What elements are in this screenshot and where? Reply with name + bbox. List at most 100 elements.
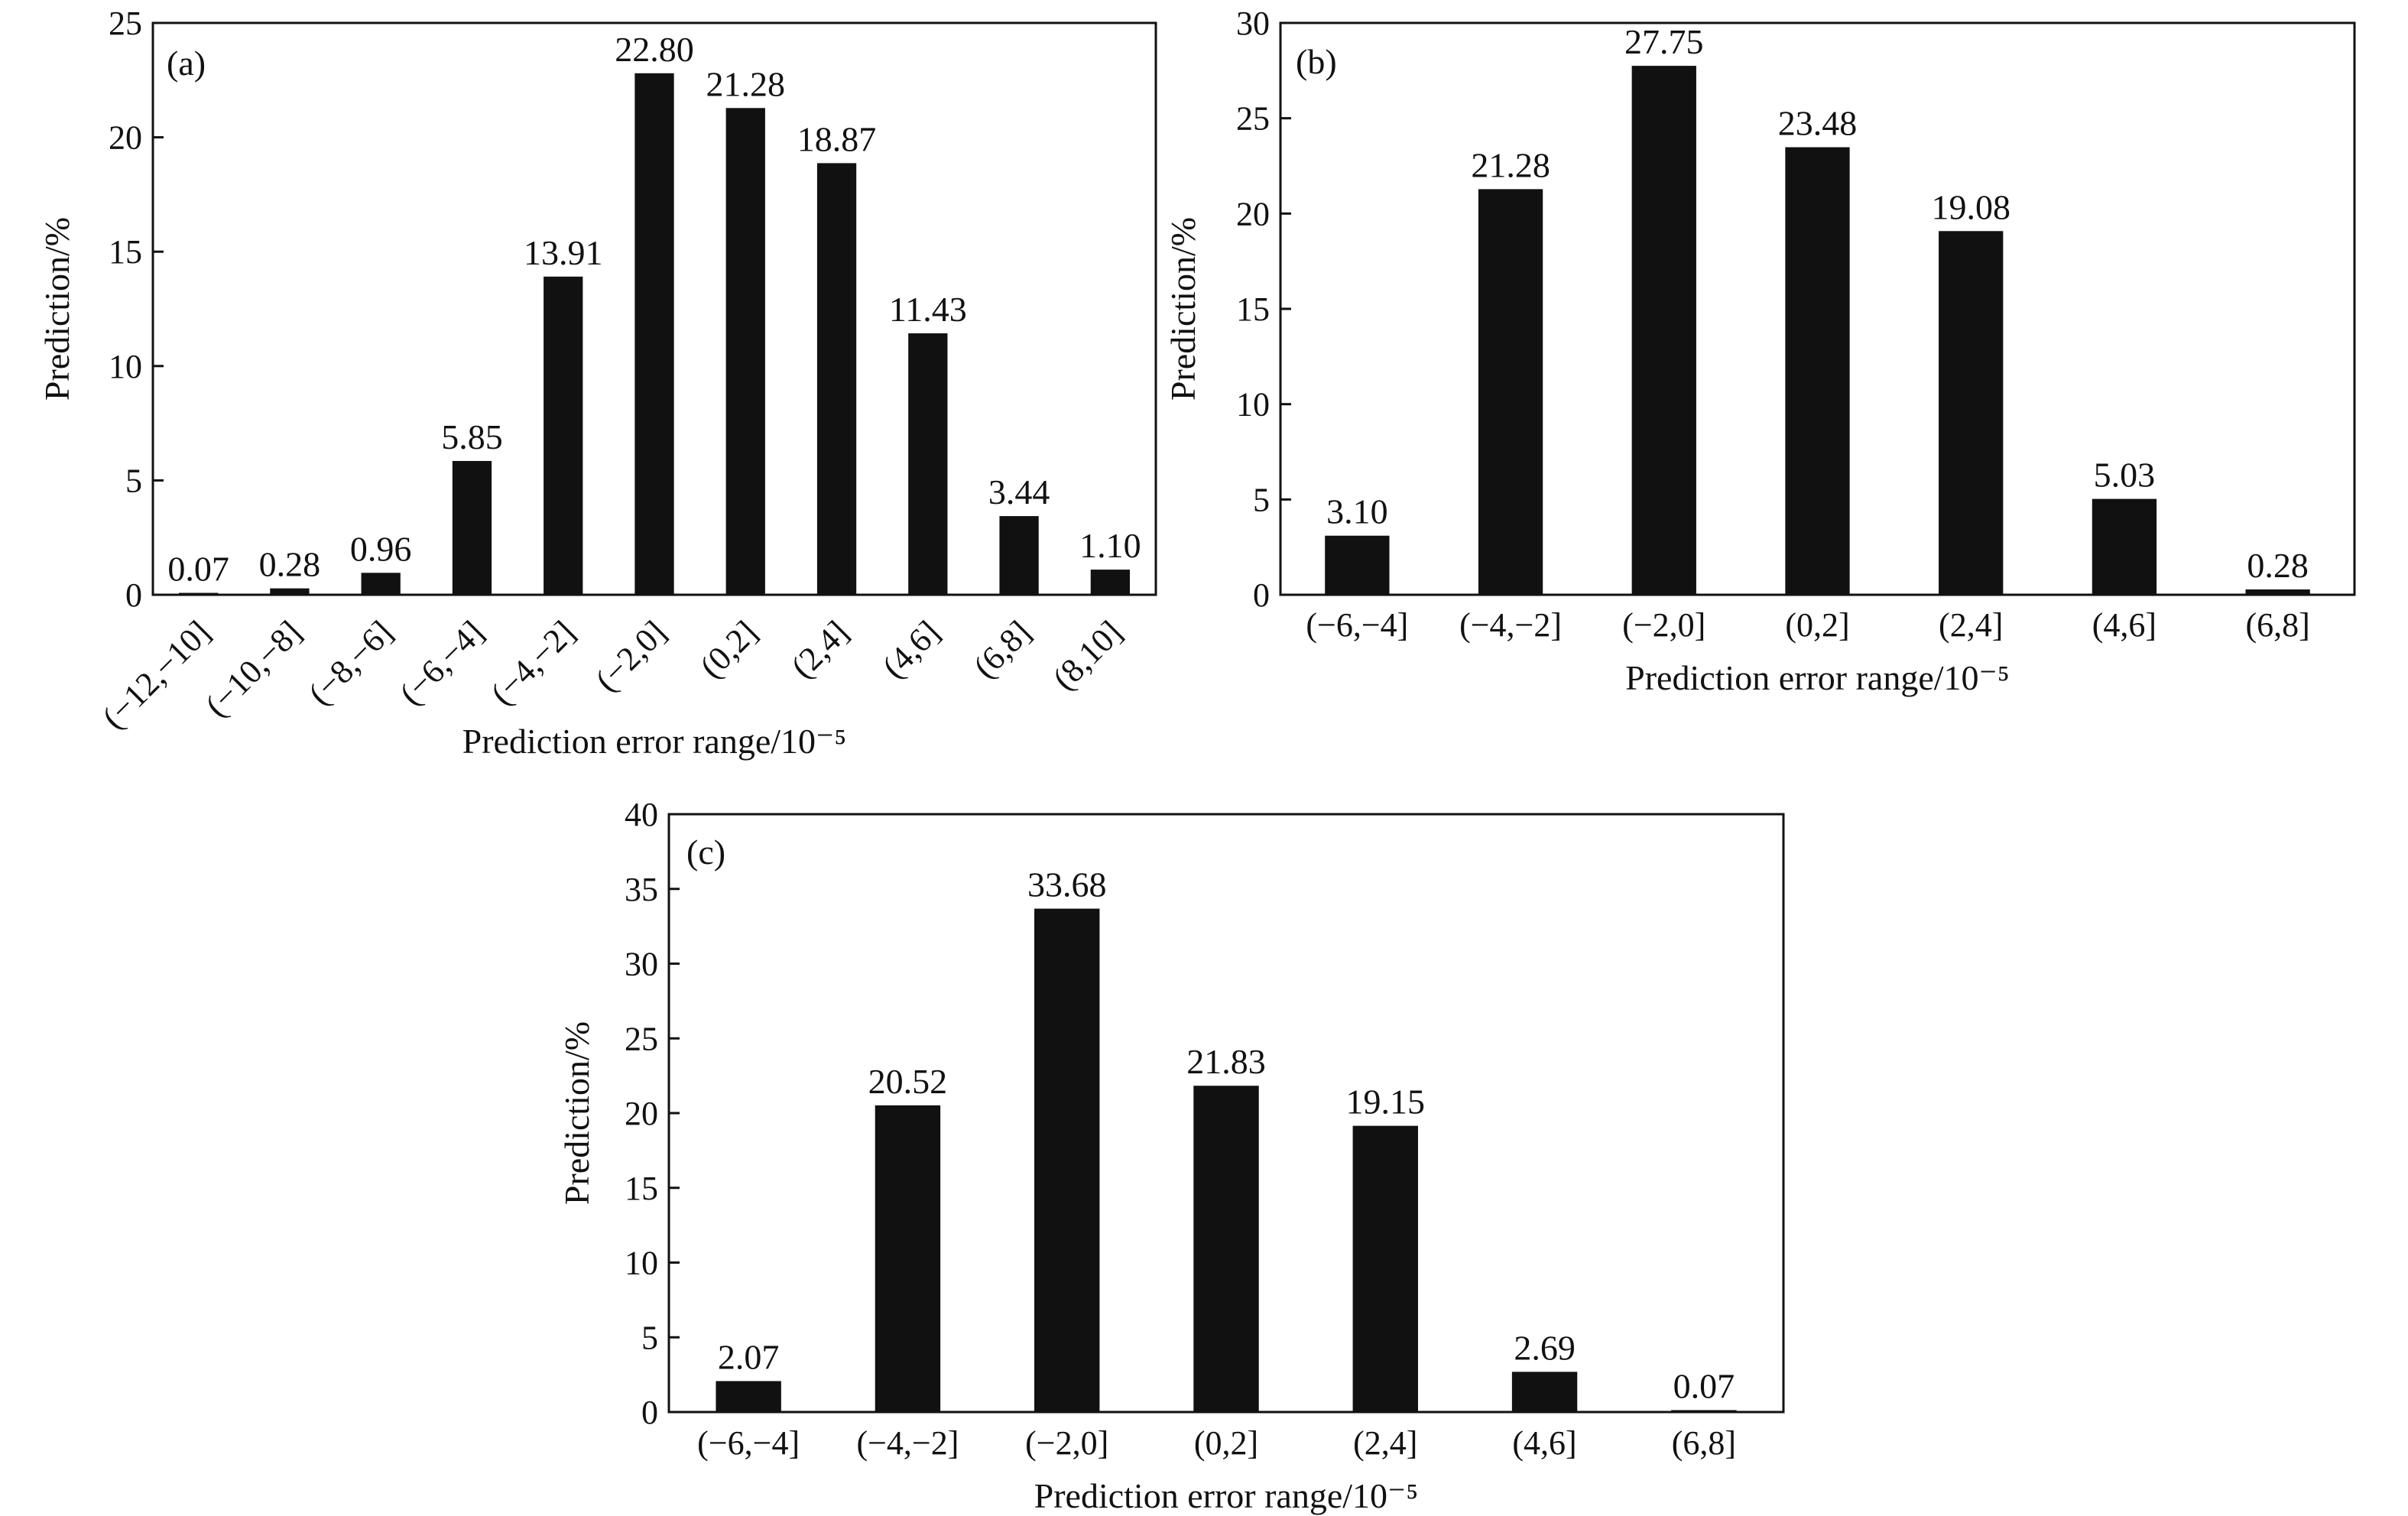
bar [1785, 147, 1850, 596]
y-tick-label: 10 [1236, 386, 1270, 424]
data-label: 21.28 [1471, 145, 1550, 184]
x-tick-label: (−6,−4] [392, 613, 491, 712]
bar [634, 73, 674, 596]
y-tick-label: 30 [1236, 5, 1270, 42]
bar [908, 333, 948, 595]
bar [816, 163, 857, 595]
y-tick-label: 15 [1236, 291, 1270, 328]
data-label: 3.10 [1326, 492, 1388, 531]
bar [1478, 189, 1543, 595]
chart-panel-0: 0 5 10 15 20 25 0.07 (−12,−10] 0.28 (−10,−8] 0.96 (… [37, 5, 1157, 761]
panel-label: (c) [686, 833, 725, 872]
x-tick-label: (4,6] [875, 613, 947, 685]
x-axis-title: Prediction error range/10⁻⁵ [462, 722, 847, 761]
y-tick-label: 20 [1236, 195, 1270, 232]
x-tick-label: (−12,−10] [95, 613, 217, 735]
y-axis-title: Prediction/% [1163, 217, 1202, 401]
panel-label: (a) [167, 44, 206, 83]
bar [1034, 908, 1100, 1412]
data-label: 11.43 [889, 290, 967, 329]
x-tick-label: (−2,0] [1622, 606, 1705, 644]
bar [716, 1381, 781, 1412]
y-tick-label: 25 [1236, 100, 1270, 138]
data-label: 19.15 [1346, 1083, 1426, 1122]
bar [725, 108, 765, 596]
data-label: 21.83 [1186, 1042, 1266, 1081]
data-label: 20.52 [868, 1062, 948, 1101]
y-tick-label: 35 [625, 871, 658, 908]
data-label: 0.28 [259, 545, 321, 584]
bar [270, 588, 310, 595]
y-tick-label: 15 [109, 233, 142, 271]
x-tick-label: (4,6] [2092, 606, 2156, 644]
data-label: 0.96 [350, 529, 412, 568]
bar [2092, 498, 2157, 595]
data-label: 2.07 [718, 1338, 780, 1377]
x-tick-label: (0,2] [1194, 1424, 1258, 1462]
x-tick-label: (−4,−2] [1459, 606, 1562, 644]
data-label: 21.28 [706, 64, 786, 103]
chart-panel-2: 0 5 10 15 20 25 30 35 40 2.07 (−6,−4] 20.52 (−4,−2] 3… [557, 796, 1785, 1515]
bar [875, 1105, 941, 1412]
bar [2245, 589, 2310, 595]
data-label: 13.91 [524, 233, 603, 272]
data-label: 3.44 [988, 472, 1050, 511]
y-tick-label: 10 [109, 348, 142, 385]
bar [999, 516, 1039, 595]
x-tick-label: (2,4] [1353, 1424, 1417, 1462]
x-tick-label: (2,4] [1939, 606, 2003, 644]
x-axis-title: Prediction error range/10⁻⁵ [1034, 1476, 1419, 1515]
data-label: 0.28 [2247, 546, 2309, 585]
y-tick-label: 40 [625, 796, 658, 833]
bar [178, 592, 219, 595]
data-label: 27.75 [1624, 22, 1704, 61]
y-tick-label: 20 [625, 1095, 658, 1132]
bar [1511, 1372, 1578, 1412]
bar [452, 460, 492, 595]
x-axis-title: Prediction error range/10⁻⁵ [1625, 658, 2010, 697]
x-tick-label: (6,8] [2245, 606, 2309, 644]
bar [361, 573, 401, 595]
data-label: 5.85 [441, 417, 503, 456]
data-label: 19.08 [1931, 187, 2010, 226]
x-tick-label: (4,6] [1512, 1424, 1576, 1462]
bar [1193, 1086, 1259, 1412]
x-tick-label: (2,4] [784, 613, 855, 685]
x-tick-label: (−4,−2] [856, 1424, 959, 1462]
x-tick-label: (−4,−2] [483, 613, 582, 712]
bar [1325, 535, 1390, 595]
data-label: 1.10 [1079, 526, 1141, 565]
bar [1090, 570, 1131, 595]
y-tick-label: 30 [625, 946, 658, 983]
data-label: 5.03 [2094, 456, 2156, 495]
y-tick-label: 20 [109, 119, 142, 157]
y-tick-label: 10 [625, 1245, 658, 1282]
bar [1352, 1125, 1418, 1412]
x-tick-label: (8,10] [1046, 613, 1130, 697]
chart-panel-1: 0 5 10 15 20 25 30 3.10 (−6,−4] 21.28 (−4,−2] 27.75… [1163, 5, 2356, 697]
data-label: 2.69 [1514, 1328, 1576, 1367]
y-tick-label: 25 [625, 1020, 658, 1057]
bar [544, 276, 583, 595]
y-tick-label: 5 [1253, 481, 1270, 518]
y-axis-title: Prediction/% [557, 1021, 596, 1205]
x-tick-label: (6,8] [1672, 1424, 1736, 1462]
x-tick-label: (−8,−6] [301, 613, 400, 712]
data-label: 33.68 [1027, 865, 1107, 904]
x-tick-label: (0,2] [693, 613, 764, 685]
data-label: 18.87 [797, 119, 877, 158]
data-label: 22.80 [615, 30, 694, 69]
data-label: 0.07 [167, 550, 229, 589]
y-tick-label: 0 [1253, 576, 1270, 614]
y-tick-label: 15 [625, 1170, 658, 1207]
y-tick-label: 5 [641, 1319, 658, 1356]
y-axis-title: Prediction/% [37, 217, 76, 401]
data-label: 0.07 [1673, 1367, 1735, 1406]
x-tick-label: (0,2] [1785, 606, 1849, 644]
x-tick-label: (−6,−4] [697, 1424, 800, 1462]
bar [1631, 66, 1696, 596]
x-tick-label: (−10,−8] [198, 613, 309, 724]
panel-label: (b) [1296, 42, 1337, 81]
y-tick-label: 5 [125, 462, 142, 499]
